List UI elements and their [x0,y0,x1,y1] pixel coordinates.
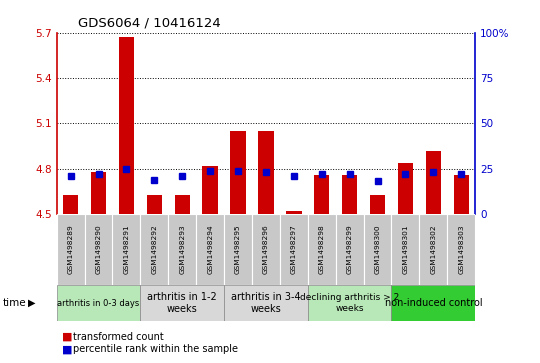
Bar [426,151,441,214]
Bar [280,214,308,285]
Bar [308,214,336,285]
Text: GSM1498297: GSM1498297 [291,225,297,274]
Bar [196,214,224,285]
Text: ▶: ▶ [28,298,36,308]
Bar [336,214,363,285]
Text: GSM1498289: GSM1498289 [68,225,73,274]
Bar [147,195,162,214]
Bar [140,214,168,285]
Text: ■: ■ [62,332,72,342]
Bar [420,214,447,285]
Bar [286,211,301,214]
Bar [224,285,308,321]
Text: GDS6064 / 10416124: GDS6064 / 10416124 [78,16,221,29]
Bar [258,131,274,214]
Bar [252,214,280,285]
Text: time: time [3,298,26,308]
Text: GSM1498299: GSM1498299 [347,225,353,274]
Text: GSM1498294: GSM1498294 [207,225,213,274]
Text: GSM1498303: GSM1498303 [458,225,464,274]
Bar [447,214,475,285]
Bar [454,175,469,214]
Text: GSM1498292: GSM1498292 [151,225,157,274]
Text: arthritis in 1-2
weeks: arthritis in 1-2 weeks [147,292,217,314]
Text: GSM1498291: GSM1498291 [124,225,130,274]
Bar [112,214,140,285]
Text: GSM1498300: GSM1498300 [375,225,381,274]
Text: arthritis in 3-4
weeks: arthritis in 3-4 weeks [231,292,301,314]
Text: GSM1498298: GSM1498298 [319,225,325,274]
Bar [392,214,420,285]
Text: GSM1498295: GSM1498295 [235,225,241,274]
Bar [85,214,112,285]
Text: GSM1498302: GSM1498302 [430,225,436,274]
Bar [119,37,134,214]
Bar [370,195,385,214]
Text: arthritis in 0-3 days: arthritis in 0-3 days [57,299,140,307]
Bar [57,214,85,285]
Text: GSM1498293: GSM1498293 [179,225,185,274]
Bar [231,131,246,214]
Bar [168,214,196,285]
Bar [57,285,140,321]
Text: transformed count: transformed count [73,332,164,342]
Text: percentile rank within the sample: percentile rank within the sample [73,344,238,354]
Text: declining arthritis > 2
weeks: declining arthritis > 2 weeks [300,293,399,313]
Bar [314,175,329,214]
Bar [91,172,106,214]
Bar [224,214,252,285]
Text: GSM1498301: GSM1498301 [402,225,408,274]
Bar [140,285,224,321]
Bar [308,285,392,321]
Bar [174,195,190,214]
Text: GSM1498290: GSM1498290 [96,225,102,274]
Text: GSM1498296: GSM1498296 [263,225,269,274]
Bar [202,166,218,214]
Text: ■: ■ [62,344,72,354]
Bar [63,195,78,214]
Bar [342,175,357,214]
Text: non-induced control: non-induced control [384,298,482,308]
Bar [363,214,392,285]
Bar [398,163,413,214]
Bar [392,285,475,321]
